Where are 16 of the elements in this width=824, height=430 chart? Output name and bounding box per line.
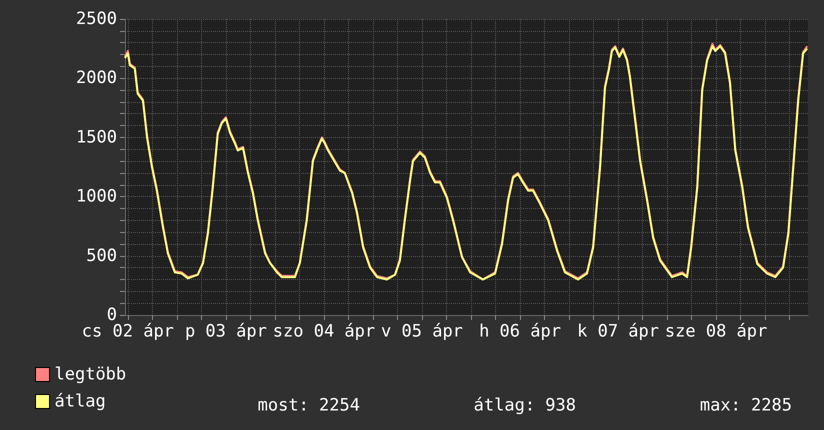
text: átlag: 938 — [474, 396, 576, 416]
x-tick-label: szo 04 ápr — [272, 322, 376, 342]
x-tick-label: v 05 ápr — [381, 322, 463, 342]
x-tick-label: k 07 ápr — [577, 322, 659, 342]
y-tick-label: 2500 — [76, 9, 117, 29]
x-tick-label: p 03 ápr — [184, 322, 267, 342]
y-tick-label: 2000 — [76, 68, 117, 88]
legend-label: átlag — [54, 392, 106, 412]
y-tick-label: 1000 — [76, 186, 117, 207]
x-tick-label: sze 08 ápr — [664, 322, 768, 342]
legend-label: legtöbb — [54, 364, 126, 384]
y-tick-label: 1500 — [76, 127, 117, 148]
y-tick-label: 500 — [86, 246, 117, 266]
x-tick-label: h 06 ápr — [479, 322, 561, 342]
text: most: 2254 — [258, 396, 360, 416]
text: max: 2285 — [700, 396, 792, 416]
